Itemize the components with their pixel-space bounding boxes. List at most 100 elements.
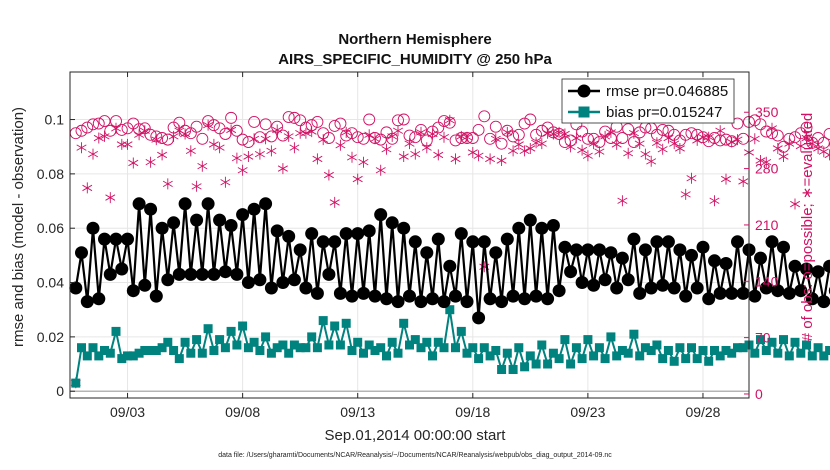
rmse-point — [380, 292, 393, 306]
obs-possible-point — [98, 115, 111, 128]
bias-point — [479, 343, 489, 353]
bias-point — [301, 343, 311, 353]
obs-possible-point — [328, 119, 341, 132]
y-tick-label: 0.06 — [37, 220, 64, 236]
obs-possible-point — [484, 132, 497, 145]
rmse-point — [518, 292, 532, 306]
bias-point — [238, 321, 248, 331]
obs-evaluated-point — [795, 140, 806, 152]
obs-evaluated-point — [715, 125, 726, 137]
legend-swatch-bias-marker — [578, 106, 590, 118]
rmse-point — [627, 232, 641, 246]
obs-evaluated-point — [674, 143, 685, 154]
rmse-point — [132, 197, 146, 211]
bias-point — [134, 348, 144, 358]
rmse-point — [103, 267, 117, 281]
bias-point — [687, 343, 696, 353]
bias-point — [456, 326, 466, 336]
obs-evaluated-point — [300, 127, 311, 139]
bias-point — [232, 340, 242, 350]
legend-item-rmse: rmse pr=0.046885 — [568, 83, 728, 100]
obs-evaluated-point — [767, 122, 778, 134]
rmse-point — [765, 235, 779, 249]
rmse-point — [316, 235, 330, 249]
obs-evaluated-point — [565, 141, 576, 153]
bias-point — [226, 326, 236, 336]
obs-evaluated-point — [122, 138, 133, 150]
bias-point — [220, 343, 230, 353]
rmse-point — [673, 243, 687, 257]
obs-evaluated-point — [93, 132, 104, 144]
rmse-point — [167, 216, 181, 230]
obs-evaluated-point — [128, 157, 139, 169]
obs-possible-point — [334, 117, 347, 130]
obs-possible-point — [87, 118, 99, 131]
rmse-point — [564, 265, 578, 279]
obs-possible-point — [259, 118, 272, 131]
bias-point — [169, 346, 179, 355]
obs-evaluated-point — [755, 155, 766, 166]
rmse-point — [685, 248, 698, 262]
bias-point — [733, 343, 742, 353]
rmse-point — [339, 227, 353, 241]
obs-evaluated-point — [283, 130, 294, 142]
bias-point — [255, 346, 265, 355]
bias-point — [295, 343, 305, 353]
bias-point — [353, 337, 363, 347]
rmse-point — [155, 221, 169, 235]
obs-possible-point — [512, 128, 525, 141]
rmse-point — [437, 295, 451, 309]
bias-point — [750, 348, 760, 358]
obs-possible-point — [282, 111, 295, 124]
rmse-point — [708, 254, 721, 268]
obs-evaluated-point — [571, 132, 582, 144]
legend: rmse pr=0.046885 bias pr=0.015247 — [561, 78, 735, 124]
obs-evaluated-point — [686, 172, 697, 184]
rmse-point — [201, 197, 215, 211]
rmse-point — [264, 281, 278, 295]
rmse-point — [592, 243, 606, 257]
obs-evaluated-point — [433, 149, 444, 161]
rmse-point — [552, 284, 566, 298]
obs-possible-point — [92, 117, 105, 130]
bias-point — [491, 346, 501, 355]
bias-point — [186, 348, 196, 358]
obs-possible-point — [622, 123, 635, 136]
bias-point — [439, 343, 449, 353]
obs-evaluated-point — [226, 124, 237, 136]
obs-evaluated-point — [260, 133, 271, 145]
bias-point — [335, 340, 345, 350]
rmse-point — [719, 257, 733, 270]
bias-point — [577, 354, 587, 364]
axis-layer: 09/03 09/08 09/13 09/18 09/23 09/28 0 0.02 0.04 0… — [37, 72, 779, 420]
obs-evaluated-point — [237, 164, 248, 176]
rmse-point — [731, 235, 744, 249]
rmse-point — [126, 284, 140, 298]
bias-point — [278, 340, 288, 350]
legend-label-rmse: rmse pr=0.046885 — [606, 83, 728, 100]
obs-evaluated-point — [134, 129, 145, 141]
y2-tick-label: 350 — [755, 104, 779, 120]
obs-possible-point — [731, 117, 744, 130]
rmse-point — [305, 227, 319, 241]
bias-point — [393, 348, 403, 358]
bias-point — [123, 351, 132, 361]
rmse-point — [69, 281, 83, 295]
bias-point — [548, 348, 558, 358]
obs-evaluated-point — [392, 125, 404, 137]
rmse-point — [610, 281, 624, 295]
rmse-point — [213, 213, 227, 227]
bias-point — [589, 351, 599, 361]
bias-point — [767, 337, 777, 347]
rmse-point — [184, 267, 198, 281]
bias-point — [180, 337, 190, 347]
obs-evaluated-point — [761, 156, 772, 168]
rmse-point — [420, 246, 434, 260]
rmse-point — [138, 278, 152, 292]
rmse-point — [121, 232, 134, 246]
rmse-point — [817, 295, 830, 309]
obs-evaluated-point — [807, 138, 818, 150]
obs-evaluated-point — [369, 133, 380, 145]
obs-possible-point — [576, 125, 589, 138]
obs-evaluated-point — [519, 145, 530, 157]
